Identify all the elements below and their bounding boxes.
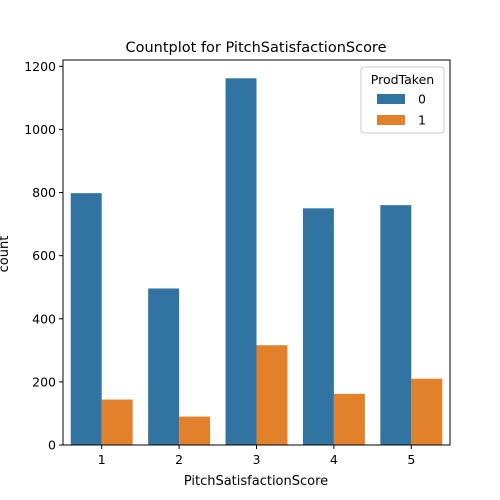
y-tick-label-0: 0	[48, 438, 56, 453]
y-tick-label-800: 800	[32, 185, 56, 200]
bar-2-prodtaken-1	[179, 416, 211, 445]
legend-swatch-0	[377, 94, 405, 104]
legend-title: ProdTaken	[371, 72, 434, 87]
x-tick-label-4: 4	[330, 452, 338, 467]
bar-5-prodtaken-1	[411, 378, 443, 445]
legend: ProdTaken 0 1	[360, 66, 445, 134]
x-tick-label-2: 2	[175, 452, 183, 467]
bar-3-prodtaken-0	[225, 78, 257, 446]
legend-label-0: 0	[418, 92, 426, 107]
x-tick-label-3: 3	[253, 452, 261, 467]
legend-label-1: 1	[418, 113, 426, 128]
bar-2-prodtaken-0	[148, 288, 180, 445]
y-tick-label-1000: 1000	[24, 122, 56, 137]
bar-3-prodtaken-1	[256, 345, 288, 445]
y-tick-label-1200: 1200	[24, 59, 56, 74]
bar-5-prodtaken-0	[380, 205, 412, 445]
x-tick-label-5: 5	[407, 452, 415, 467]
bar-1-prodtaken-0	[70, 193, 102, 445]
y-tick-label-400: 400	[32, 311, 56, 326]
x-axis-label: PitchSatisfactionScore	[184, 474, 328, 489]
bar-1-prodtaken-1	[101, 399, 133, 445]
x-tick-label-1: 1	[98, 452, 106, 467]
plot-area: 1 2 3 4 5 0 200 400 600 800 1000 1200	[24, 59, 451, 467]
legend-swatch-1	[377, 115, 405, 125]
chart-title: Countplot for PitchSatisfactionScore	[125, 40, 386, 56]
y-axis-label: count	[0, 236, 12, 273]
y-tick-label-200: 200	[32, 374, 56, 389]
bar-4-prodtaken-0	[302, 208, 334, 445]
bar-4-prodtaken-1	[333, 393, 365, 445]
y-tick-label-600: 600	[32, 248, 56, 263]
